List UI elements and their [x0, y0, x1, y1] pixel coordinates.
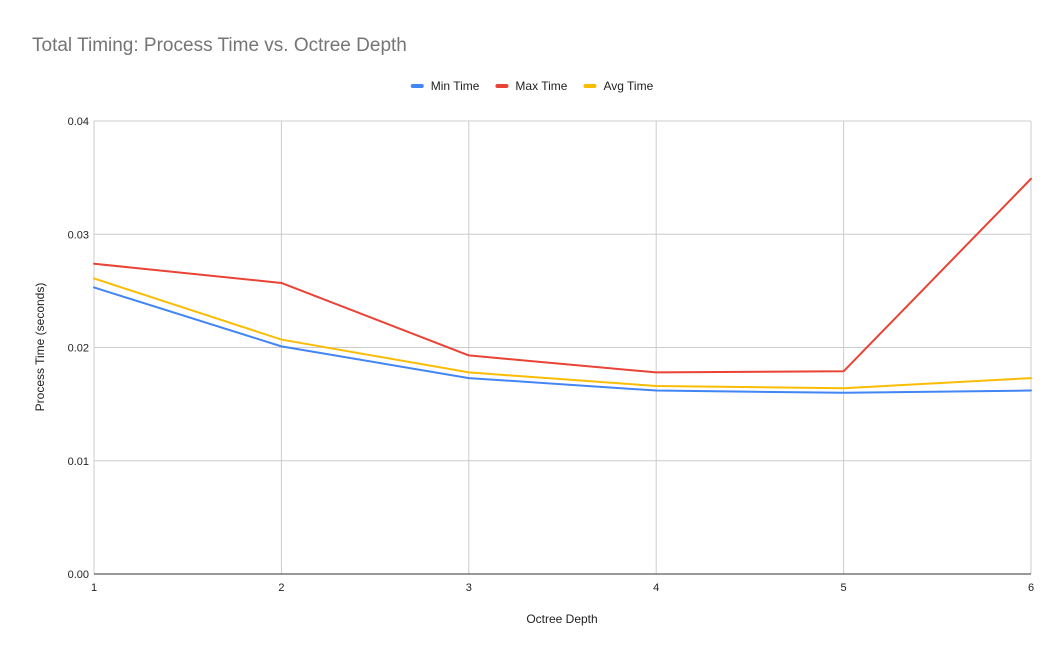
legend-item-min-time: Min Time: [410, 79, 480, 93]
chart-title: Total Timing: Process Time vs. Octree De…: [32, 35, 407, 56]
legend: Min Time Max Time Avg Time: [410, 79, 654, 93]
legend-marker: [583, 84, 597, 88]
y-tick-label: 0.04: [68, 116, 89, 128]
x-axis-title: Octree Depth: [526, 612, 597, 626]
series-line-min-time: [93, 286, 1032, 394]
legend-item-avg-time: Avg Time: [583, 79, 654, 93]
x-axis-ticks: 1 2 3 4 5 6: [91, 582, 1034, 594]
x-tick-label: 5: [841, 582, 847, 594]
legend-marker: [410, 84, 424, 88]
legend-item-max-time: Max Time: [495, 79, 568, 93]
y-tick-label: 0.00: [68, 569, 89, 581]
x-tick-label: 2: [278, 582, 284, 594]
y-axis-ticks: 0.00 0.01 0.02 0.03 0.04: [68, 116, 89, 581]
legend-label: Max Time: [515, 79, 567, 93]
legend-label: Min Time: [431, 79, 480, 93]
y-tick-label: 0.01: [68, 456, 89, 468]
gridlines: [93, 120, 1032, 575]
x-tick-label: 1: [91, 582, 97, 594]
x-tick-label: 4: [653, 582, 659, 594]
legend-label: Avg Time: [603, 79, 653, 93]
x-tick-label: 3: [466, 582, 472, 594]
series-layer: [93, 177, 1032, 394]
y-tick-label: 0.03: [68, 229, 89, 241]
legend-marker: [495, 84, 509, 88]
y-tick-label: 0.02: [68, 343, 89, 355]
series-line-max-time: [93, 177, 1032, 374]
x-tick-label: 6: [1028, 582, 1034, 594]
series-line-avg-time: [93, 277, 1032, 390]
y-axis-title: Process Time (seconds): [33, 283, 47, 412]
